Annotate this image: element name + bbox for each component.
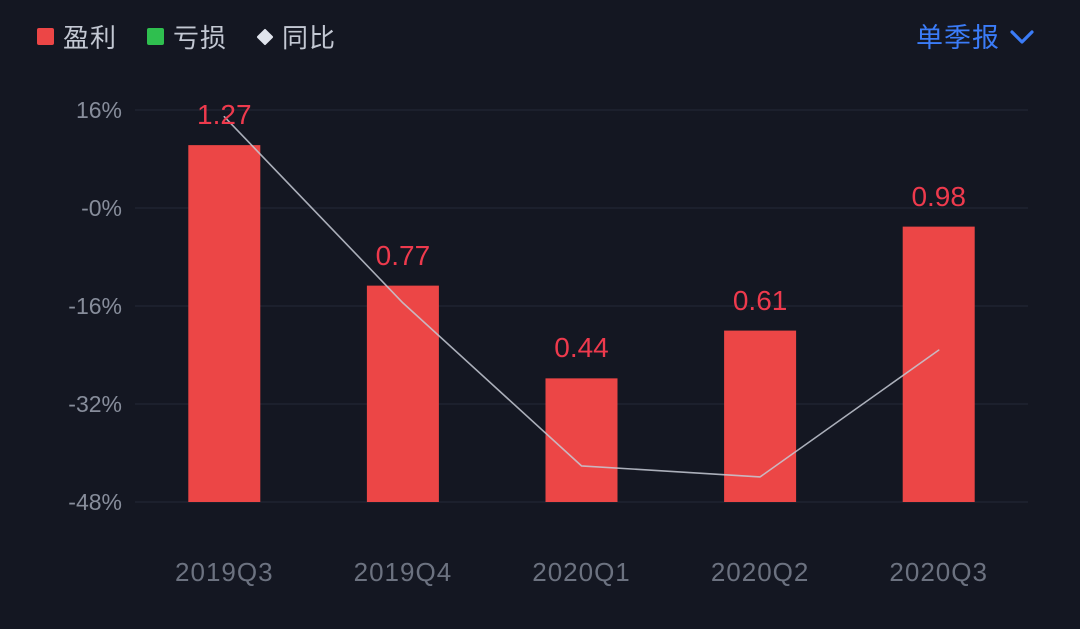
chart-header: 盈利 亏损 同比 单季报 xyxy=(0,0,1080,60)
profit-bar-2020Q1[interactable] xyxy=(545,378,618,502)
profit-bar-2019Q4[interactable] xyxy=(366,285,439,502)
profit-bar-2020Q2[interactable] xyxy=(724,330,797,502)
loss-swatch-icon xyxy=(147,28,165,45)
legend-label-loss: 亏损 xyxy=(173,23,228,53)
legend-item-yoy[interactable]: 同比 xyxy=(256,18,337,55)
profit-bar-2020Q3[interactable] xyxy=(902,226,975,502)
profit-swatch-icon xyxy=(37,28,54,45)
legend-item-profit[interactable]: 盈利 xyxy=(37,18,117,55)
chevron-down-icon xyxy=(1010,30,1034,44)
legend-label-yoy: 同比 xyxy=(282,23,337,53)
yoy-line xyxy=(223,115,940,478)
legend: 盈利 亏损 同比 xyxy=(37,18,336,55)
legend-label-profit: 盈利 xyxy=(63,23,118,53)
period-selector-dropdown[interactable]: 单季报 xyxy=(916,16,1034,55)
period-selector-label: 单季报 xyxy=(916,23,1000,53)
legend-item-loss[interactable]: 亏损 xyxy=(147,18,227,55)
profit-bar-2019Q3[interactable] xyxy=(188,145,261,502)
